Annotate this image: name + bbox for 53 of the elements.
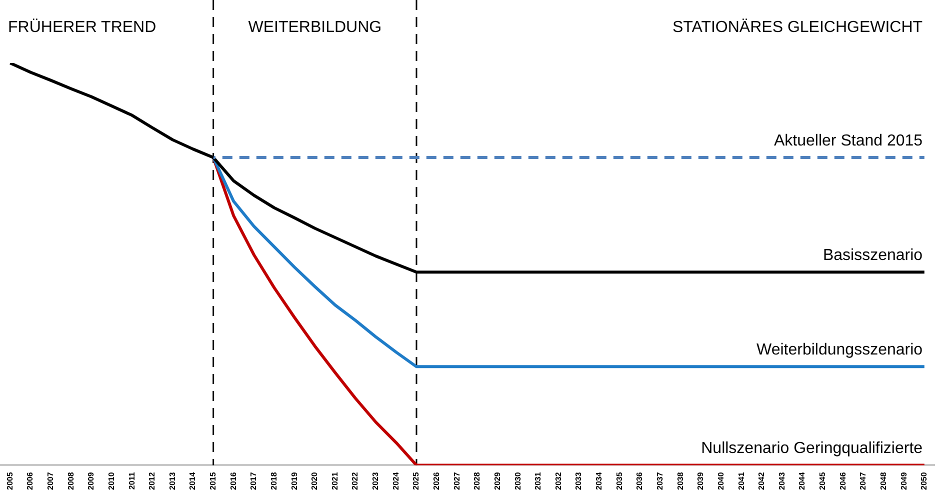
x-tick-label: 2006	[26, 472, 35, 490]
x-tick-label: 2043	[777, 472, 786, 490]
x-tick-label: 2024	[391, 472, 400, 490]
text: STATIONÄRES GLEICHGEWICHT	[672, 18, 923, 36]
x-tick-label: 2021	[330, 472, 340, 490]
x-tick-label: 2028	[472, 472, 482, 490]
text: FRÜHERER TREND	[8, 18, 156, 36]
x-tick-label: 2012	[148, 472, 157, 490]
x-tick-label: 2017	[249, 472, 258, 490]
x-tick-label: 2050	[920, 472, 929, 490]
x-tick-label: 2008	[66, 472, 76, 490]
series-label: Weiterbildungsszenario	[756, 342, 923, 359]
text: WEITERBILDUNG	[248, 19, 382, 36]
x-tick-label: 2005	[5, 472, 14, 490]
x-tick-label: 2040	[716, 472, 726, 490]
x-tick-label: 2015	[208, 472, 218, 490]
x-tick-label: 2019	[290, 472, 299, 490]
x-tick-label: 2032	[554, 472, 563, 490]
x-tick-label: 2026	[432, 472, 442, 490]
x-tick-label: 2031	[534, 472, 543, 490]
x-tick-label: 2030	[513, 472, 522, 490]
x-tick-label: 2038	[676, 472, 685, 490]
x-tick-label: 2016	[228, 472, 238, 490]
x-tick-label: 2029	[492, 472, 502, 490]
x-tick-label: 2013	[168, 472, 177, 490]
x-tick-label: 2035	[614, 472, 624, 490]
x-tick-label: 2018	[269, 472, 278, 490]
x-tick-label: 2022	[350, 472, 360, 490]
x-tick-label: 2046	[838, 472, 848, 490]
x-tick-label: 2042	[757, 472, 766, 490]
x-tick-label: 2045	[818, 472, 828, 490]
x-tick-label: 2009	[86, 472, 96, 490]
x-tick-label: 2034	[594, 472, 604, 490]
series-label: Nullszenario Geringqualifizierte	[701, 440, 923, 458]
x-tick-label: 2025	[412, 472, 421, 490]
x-tick-label: 2020	[310, 472, 320, 490]
x-tick-label: 2027	[452, 472, 462, 490]
series-label: Basisszenario	[822, 247, 923, 264]
x-tick-label: 2041	[736, 472, 746, 490]
x-tick-label: 2037	[655, 472, 664, 490]
x-tick-label: 2014	[188, 472, 198, 490]
series-label: Aktueller Stand 2015	[774, 132, 923, 150]
x-tick-label: 2033	[574, 472, 584, 490]
x-tick-label: 2023	[371, 472, 380, 490]
x-tick-label: 2036	[635, 472, 644, 490]
x-tick-label: 2048	[878, 472, 888, 490]
x-tick-label: 2044	[798, 472, 807, 490]
x-tick-label: 2039	[696, 472, 706, 490]
x-tick-label: 2011	[127, 472, 136, 490]
x-tick-label: 2047	[858, 472, 868, 490]
x-tick-label: 2049	[899, 472, 908, 490]
x-tick-label: 2010	[106, 472, 116, 490]
x-tick-label: 2007	[46, 472, 55, 490]
